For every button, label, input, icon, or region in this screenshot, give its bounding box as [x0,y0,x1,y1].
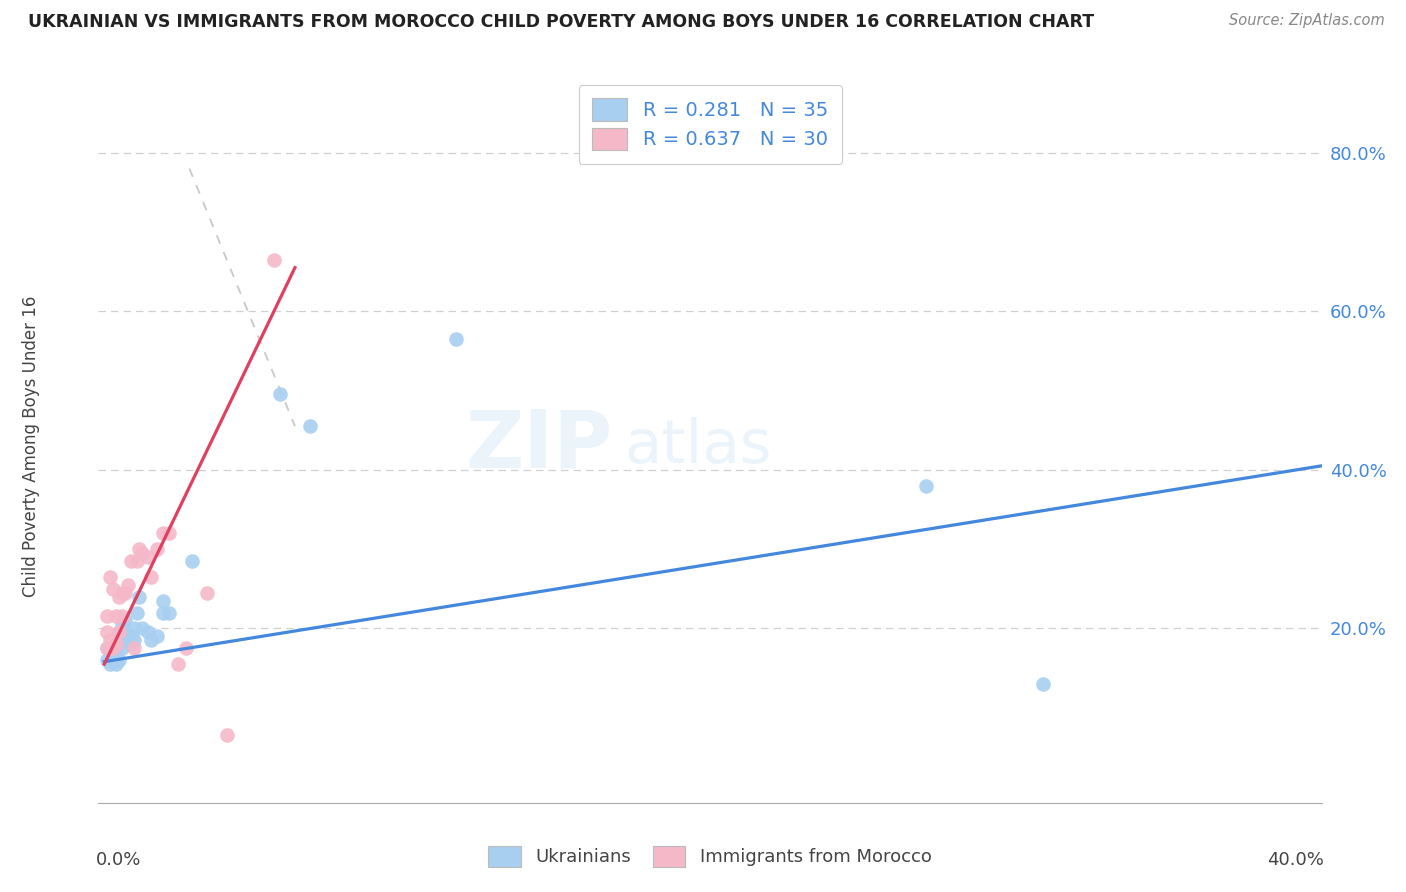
Point [181,554,204,568]
Point [108,625,131,640]
Point [114,625,136,640]
Point [1032,677,1054,691]
Point [108,653,131,667]
Point [114,585,136,599]
Point [114,614,136,628]
Point [122,641,145,656]
Point [101,582,124,596]
Point [136,625,159,640]
Point [217,728,239,742]
Point [157,606,180,620]
Point [117,578,139,592]
Point [96,609,118,624]
Point [122,633,145,648]
Point [111,609,134,624]
Point [105,641,128,656]
Point [131,621,153,635]
Text: 40.0%: 40.0% [1267,851,1324,870]
Point [108,633,131,648]
Point [131,546,153,560]
Point [101,641,124,656]
Point [98,570,121,584]
Point [111,641,134,656]
Point [120,554,142,568]
Text: UKRAINIAN VS IMMIGRANTS FROM MOROCCO CHILD POVERTY AMONG BOYS UNDER 16 CORRELATI: UKRAINIAN VS IMMIGRANTS FROM MOROCCO CHI… [28,13,1094,31]
Point [176,641,198,656]
Point [108,625,131,640]
Point [120,637,142,651]
Point [98,657,121,671]
Text: 0.0%: 0.0% [96,851,142,870]
Point [122,621,145,635]
Legend: Ukrainians, Immigrants from Morocco: Ukrainians, Immigrants from Morocco [479,837,941,876]
Text: Source: ZipAtlas.com: Source: ZipAtlas.com [1229,13,1385,29]
Point [269,387,291,401]
Point [914,478,936,492]
Point [96,625,118,640]
Text: Child Poverty Among Boys Under 16: Child Poverty Among Boys Under 16 [22,295,41,597]
Point [141,633,163,648]
Point [298,419,321,434]
Point [96,641,118,656]
Point [117,633,139,648]
Point [96,653,118,667]
Point [105,637,128,651]
Point [98,645,121,659]
Point [105,609,128,624]
Text: ZIP: ZIP [465,407,612,485]
Point [111,617,134,632]
Point [141,570,163,584]
Point [157,526,180,541]
Point [105,657,128,671]
Point [96,641,118,656]
Point [128,542,150,557]
Point [166,657,188,671]
Point [111,585,134,599]
Point [146,542,169,557]
Point [101,653,124,667]
Point [446,332,468,346]
Point [101,641,124,656]
Point [152,606,174,620]
Point [152,526,174,541]
Point [125,554,148,568]
Point [195,585,218,599]
Point [146,629,169,643]
Text: atlas: atlas [624,417,772,475]
Point [263,252,285,267]
Point [125,606,148,620]
Point [108,590,131,604]
Point [98,633,121,648]
Point [152,593,174,607]
Point [128,590,150,604]
Point [120,629,142,643]
Point [136,549,159,564]
